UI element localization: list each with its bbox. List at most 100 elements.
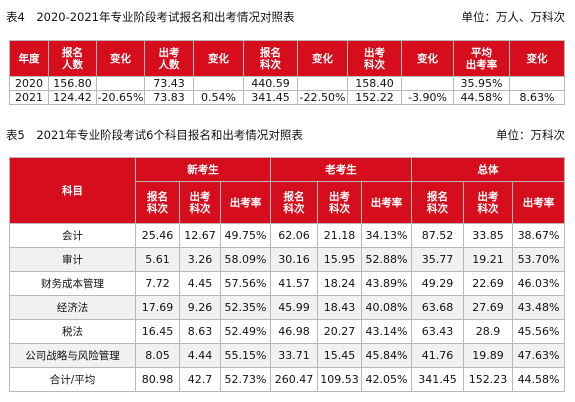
table5-cell: 3.26 — [179, 247, 221, 272]
table5-group-header: 老考生 — [270, 157, 413, 182]
table5-cell: 41.57 — [270, 271, 319, 296]
table5-subheader-cell: 出考率 — [219, 181, 272, 224]
table5-cell: 30.16 — [270, 247, 319, 272]
table5-cell: 45.56% — [512, 319, 566, 344]
table4-cell — [193, 76, 244, 91]
table5-row: 会计 25.46 12.67 49.75% 62.06 21.18 34.13% 87.52 3… — [9, 223, 566, 248]
table4-cell: -22.50% — [297, 90, 348, 105]
table5-subject-cell: 经济法 — [9, 295, 136, 320]
table5-cell: 4.44 — [179, 343, 221, 368]
table4-header-row: 年度 报名 人数 变化 出考 人数 变化 报名 科次 变化 出考 科次 变化 平均 出考率 变化 — [9, 40, 565, 77]
table5-row: 经济法 17.69 9.26 52.35% 45.99 18.43 40.08% 63.68 2… — [9, 295, 566, 320]
table5-cell: 57.56% — [219, 271, 272, 296]
table4-header-cell: 变化 — [401, 40, 454, 77]
table5-cell: 46.98 — [270, 319, 319, 344]
table4-cell: 35.95% — [453, 76, 510, 91]
table5-cell: 55.15% — [219, 343, 272, 368]
table4-header-cell: 平均 出考率 — [453, 40, 510, 77]
table4-cell: 152.22 — [347, 90, 402, 105]
table5-cell: 45.99 — [270, 295, 319, 320]
table5-row: 审计 5.61 3.26 58.09% 30.16 15.95 52.88% 35.77 19.… — [9, 247, 566, 272]
table5-row: 公司战略与风险管理 8.05 4.44 55.15% 33.71 15.45 45.84% 4… — [9, 343, 566, 368]
table5-cell: 18.43 — [317, 295, 363, 320]
table4-cell: 73.83 — [144, 90, 194, 105]
table4-row: 2021 124.42 -20.65% 73.83 0.54% 341.45 -22.50%… — [9, 90, 565, 105]
table5-subheader-cell: 出考 科次 — [463, 181, 514, 224]
table4-caption-bar: 表4 2020-2021年专业阶段考试报名和出考情况对照表 单位：万人、万科次 — [6, 8, 565, 26]
table5-subheader-cell: 报名 科次 — [270, 181, 319, 224]
table5-cell: 17.69 — [135, 295, 180, 320]
table5-cell: 49.29 — [411, 271, 465, 296]
table5-cell: 40.08% — [361, 295, 413, 320]
table5-subheader-cell: 出考 科次 — [317, 181, 363, 224]
table5-cell: 25.46 — [135, 223, 180, 248]
table4-cell — [401, 76, 454, 91]
table5-subheader-cell: 报名 科次 — [135, 181, 180, 224]
table5-cell: 46.03% — [512, 271, 566, 296]
table4-row: 2020 156.80 73.43 440.59 158.40 35.95% — [9, 76, 565, 91]
table5-subject-cell: 公司战略与风险管理 — [9, 343, 136, 368]
table5-cell: 38.67% — [512, 223, 566, 248]
table4-cell: 2021 — [9, 90, 49, 105]
table4-header-cell: 年度 — [9, 40, 49, 77]
table5-cell: 63.43 — [411, 319, 465, 344]
table5-caption: 表5 2021年专业阶段考试6个科目报名和出考情况对照表 — [6, 128, 303, 142]
table4-cell: 44.58% — [453, 90, 510, 105]
table4-cell — [297, 76, 348, 91]
table5-row: 税法 16.45 8.63 52.49% 46.98 20.27 43.14% 63.43 28… — [9, 319, 566, 344]
table5-subheader-cell: 出考率 — [361, 181, 413, 224]
table5-cell: 27.69 — [463, 295, 514, 320]
table5-cell: 53.70% — [512, 247, 566, 272]
table5-cell: 7.72 — [135, 271, 180, 296]
table5-subject-cell: 合计/平均 — [9, 367, 136, 392]
table4-cell: 8.63% — [509, 90, 565, 105]
table5-cell: 42.7 — [179, 367, 221, 392]
table5-cell: 52.88% — [361, 247, 413, 272]
table5-subject-header: 科目 — [9, 157, 136, 224]
table4-caption: 表4 2020-2021年专业阶段考试报名和出考情况对照表 — [6, 10, 295, 24]
table4-cell: 440.59 — [243, 76, 298, 91]
table4-header-cell: 报名 科次 — [243, 40, 298, 77]
table5-subject-cell: 税法 — [9, 319, 136, 344]
table4-cell — [509, 76, 565, 91]
table5-cell: 34.13% — [361, 223, 413, 248]
table4-cell: 0.54% — [193, 90, 244, 105]
table5-cell: 35.77 — [411, 247, 465, 272]
table4: 年度 报名 人数 变化 出考 人数 变化 报名 科次 变化 出考 科次 变化 平均 出考率 变化 2020 15… — [9, 40, 565, 105]
table4-cell: 124.42 — [48, 90, 97, 105]
table5-subheader-row: 报名 科次 出考 科次 出考率 报名 科次 出考 科次 出考率 报名 科次 出考 科次 出考率 — [10, 181, 566, 224]
table5-cell: 15.45 — [317, 343, 363, 368]
table5-cell: 33.71 — [270, 343, 319, 368]
table4-cell: 2020 — [9, 76, 49, 91]
table5-cell: 8.05 — [135, 343, 180, 368]
table4-header-cell: 变化 — [96, 40, 145, 77]
table4-header-cell: 变化 — [193, 40, 244, 77]
table5-cell: 33.85 — [463, 223, 514, 248]
table5-cell: 19.21 — [463, 247, 514, 272]
table5-cell: 18.24 — [317, 271, 363, 296]
table5: 科目 新考生 老考生 总体 报名 科次 出考 科次 出考率 报名 科次 出考 科次 出考率 报名 科次… — [9, 157, 566, 392]
table4-cell: 341.45 — [243, 90, 298, 105]
table5-cell: 43.48% — [512, 295, 566, 320]
table5-cell: 52.49% — [219, 319, 272, 344]
table5-subject-cell: 财务成本管理 — [9, 271, 136, 296]
table5-group-header: 新考生 — [134, 157, 272, 182]
table5-subheader-cell: 报名 科次 — [411, 181, 465, 224]
table5-cell: 341.45 — [411, 367, 465, 392]
table5-cell: 15.95 — [317, 247, 363, 272]
table4-cell: 158.40 — [347, 76, 402, 91]
table5-subheader-cell: 出考 科次 — [179, 181, 221, 224]
table4-unit: 单位：万人、万科次 — [461, 10, 566, 24]
table4-cell: 73.43 — [144, 76, 194, 91]
table5-cell: 109.53 — [317, 367, 363, 392]
table5-cell: 42.05% — [361, 367, 413, 392]
table5-cell: 20.27 — [317, 319, 363, 344]
table4-header-cell: 出考 人数 — [144, 40, 194, 77]
table5-cell: 41.76 — [411, 343, 465, 368]
table5-cell: 44.58% — [512, 367, 566, 392]
table4-header-cell: 出考 科次 — [347, 40, 402, 77]
table5-cell: 43.89% — [361, 271, 413, 296]
table5-subject-cell: 会计 — [9, 223, 136, 248]
table5-cell: 19.89 — [463, 343, 514, 368]
table4-cell — [96, 76, 145, 91]
